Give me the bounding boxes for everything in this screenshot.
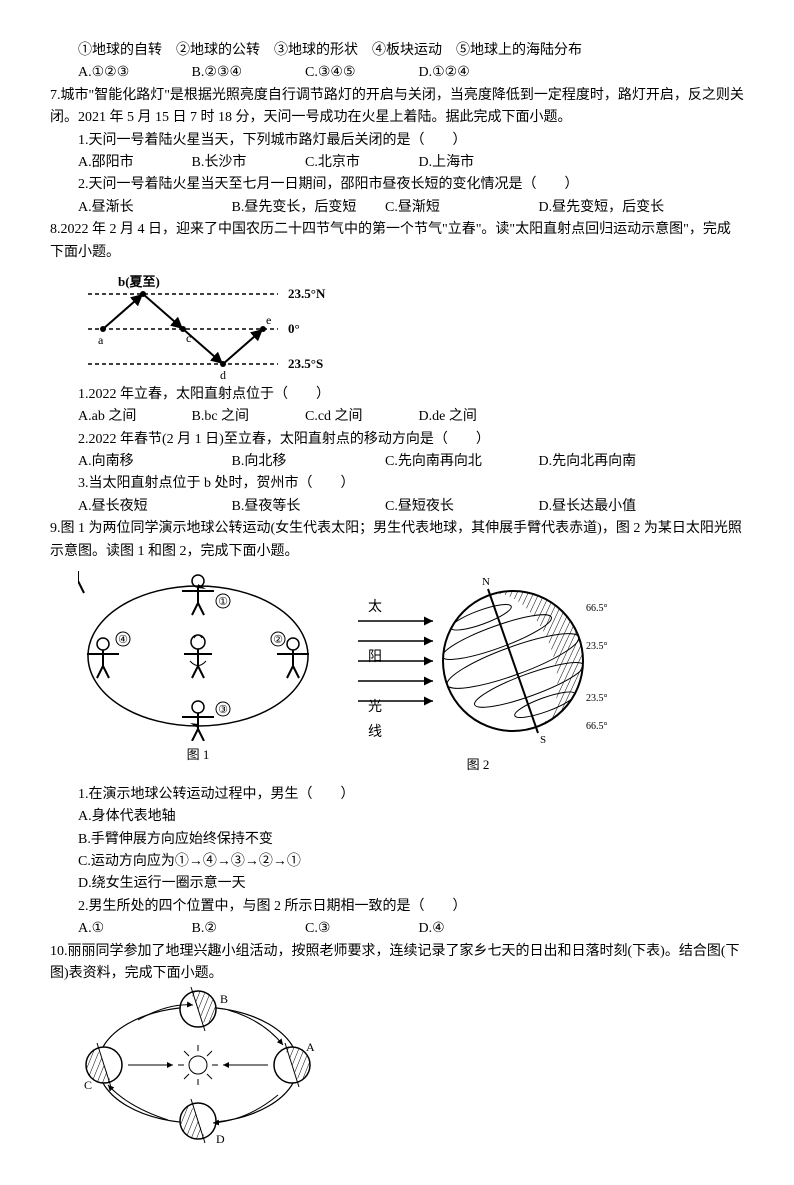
q9-figures: ① ② ③ ④ 图 1 太 阳: [78, 571, 744, 776]
opt-d: D.昼长达最小值: [539, 496, 689, 518]
svg-text:d: d: [220, 368, 226, 382]
q7-sub2: 2.天问一号着陆火星当天至七月一日期间，邵阳市昼夜长短的变化情况是（ ）: [50, 174, 744, 196]
opt-c: C.北京市: [305, 152, 415, 174]
q7-sub1: 1.天问一号着陆火星当天，下列城市路灯最后关闭的是（ ）: [50, 130, 744, 152]
b-label: b(夏至): [118, 274, 160, 289]
opt-c: C.cd 之间: [305, 406, 415, 428]
svg-text:N: N: [482, 576, 490, 588]
q7-sub1-options: A.邵阳市 B.长沙市 C.北京市 D.上海市: [50, 152, 744, 174]
svg-text:①: ①: [218, 596, 228, 608]
svg-text:a: a: [98, 333, 104, 347]
pre-options: A.①②③ B.②③④ C.③④⑤ D.①②④: [50, 62, 744, 84]
q9-sub1-b: B.手臂伸展方向应始终保持不变: [50, 829, 744, 851]
opt-c: C.先向南再向北: [385, 451, 535, 473]
svg-text:S: S: [540, 734, 546, 746]
q9-fig1: ① ② ③ ④ 图 1: [78, 571, 318, 766]
opt-c: C.③④⑤: [305, 62, 415, 84]
lat-n665: 66.5°N: [586, 603, 608, 614]
q9-fig2: 太 阳 光 线 N S 66.5°N 23.5°N: [348, 571, 608, 776]
opt-a: A.邵阳市: [78, 152, 188, 174]
q9-sub1-d: D.绕女生运行一圈示意一天: [50, 873, 744, 895]
opt-d: D.①②④: [419, 62, 529, 84]
lat-0: 0°: [288, 321, 300, 336]
svg-text:③: ③: [218, 704, 228, 716]
q9-sub2: 2.男生所处的四个位置中，与图 2 所示日期相一致的是（ ）: [50, 896, 744, 918]
opt-a: A.昼渐长: [78, 197, 228, 219]
svg-text:④: ④: [118, 634, 128, 646]
opt-a: A.①②③: [78, 62, 188, 84]
lat-n235: 23.5°N: [586, 641, 608, 652]
q8-sub1: 1.2022 年立春，太阳直射点位于（ ）: [50, 384, 744, 406]
lat-s665: 66.5°S: [586, 721, 608, 732]
q8-stem: 8.2022 年 2 月 4 日，迎来了中国农历二十四节气中的第一个节气"立春"…: [50, 219, 744, 264]
label-a: A: [306, 1040, 315, 1054]
opt-d: D.上海市: [419, 152, 529, 174]
svg-text:②: ②: [273, 634, 283, 646]
opt-b: B.向北移: [232, 451, 382, 473]
sun-label-1: 太: [368, 599, 382, 615]
opt-c: C.昼短夜长: [385, 496, 535, 518]
sun-label-4: 线: [368, 724, 382, 740]
opt-b: B.bc 之间: [192, 406, 302, 428]
sun-label-3: 光: [368, 699, 382, 715]
q8-sub2-options: A.向南移 B.向北移 C.先向南再向北 D.先向北再向南: [50, 451, 744, 473]
label-b: B: [220, 992, 228, 1006]
q10-diagram: A B C D: [50, 985, 744, 1145]
q8-sub3: 3.当太阳直射点位于 b 处时，贺州市（ ）: [50, 473, 744, 495]
q9-sub2-options: A.① B.② C.③ D.④: [50, 918, 744, 940]
q7-stem: 7.城市"智能化路灯"是根据光照亮度自行调节路灯的开启与关闭，当亮度降低到一定程…: [50, 85, 744, 130]
opt-b: B.②③④: [192, 62, 302, 84]
sun-label-2: 阳: [368, 649, 382, 665]
opt-b: B.②: [192, 918, 302, 940]
lat-n: 23.5°N: [288, 286, 326, 301]
opt-d: D.昼先变短，后变长: [539, 197, 689, 219]
q8-sub1-options: A.ab 之间 B.bc 之间 C.cd 之间 D.de 之间: [50, 406, 744, 428]
label-c: C: [84, 1078, 92, 1092]
fig2-caption: 图 2: [348, 755, 608, 776]
opt-a: A.ab 之间: [78, 406, 188, 428]
q8-diagram: a b(夏至) c d e 23.5°N 0° 23.5°S: [50, 264, 744, 384]
q7-sub2-options: A.昼渐长 B.昼先变长，后变短 C.昼渐短 D.昼先变短，后变长: [50, 197, 744, 219]
q8-sub2: 2.2022 年春节(2 月 1 日)至立春，太阳直射点的移动方向是（ ）: [50, 429, 744, 451]
opt-a: A.向南移: [78, 451, 228, 473]
opt-d: D.④: [419, 918, 529, 940]
q9-sub1-a: A.身体代表地轴: [50, 806, 744, 828]
q9-stem: 9.图 1 为两位同学演示地球公转运动(女生代表太阳；男生代表地球，其伸展手臂代…: [50, 518, 744, 563]
lat-s235: 23.5°S: [586, 693, 608, 704]
opt-c: C.昼渐短: [385, 197, 535, 219]
fig1-caption: 图 1: [78, 745, 318, 766]
opt-a: A.昼长夜短: [78, 496, 228, 518]
opt-d: D.先向北再向南: [539, 451, 689, 473]
q8-sub3-options: A.昼长夜短 B.昼夜等长 C.昼短夜长 D.昼长达最小值: [50, 496, 744, 518]
q10-stem: 10.丽丽同学参加了地理兴趣小组活动，按照老师要求，连续记录了家乡七天的日出和日…: [50, 941, 744, 986]
opt-a: A.①: [78, 918, 188, 940]
opt-b: B.昼夜等长: [232, 496, 382, 518]
opt-d: D.de 之间: [419, 406, 529, 428]
svg-text:c: c: [186, 331, 191, 345]
q9-sub1: 1.在演示地球公转运动过程中，男生（ ）: [50, 784, 744, 806]
opt-c: C.③: [305, 918, 415, 940]
opt-b: B.昼先变长，后变短: [232, 197, 382, 219]
q9-sub1-c: C.运动方向应为①→④→③→②→①: [50, 851, 744, 873]
lat-s: 23.5°S: [288, 356, 323, 371]
label-d: D: [216, 1132, 225, 1145]
svg-text:e: e: [266, 313, 271, 327]
opt-b: B.长沙市: [192, 152, 302, 174]
pre-items: ①地球的自转 ②地球的公转 ③地球的形状 ④板块运动 ⑤地球上的海陆分布: [50, 40, 744, 62]
